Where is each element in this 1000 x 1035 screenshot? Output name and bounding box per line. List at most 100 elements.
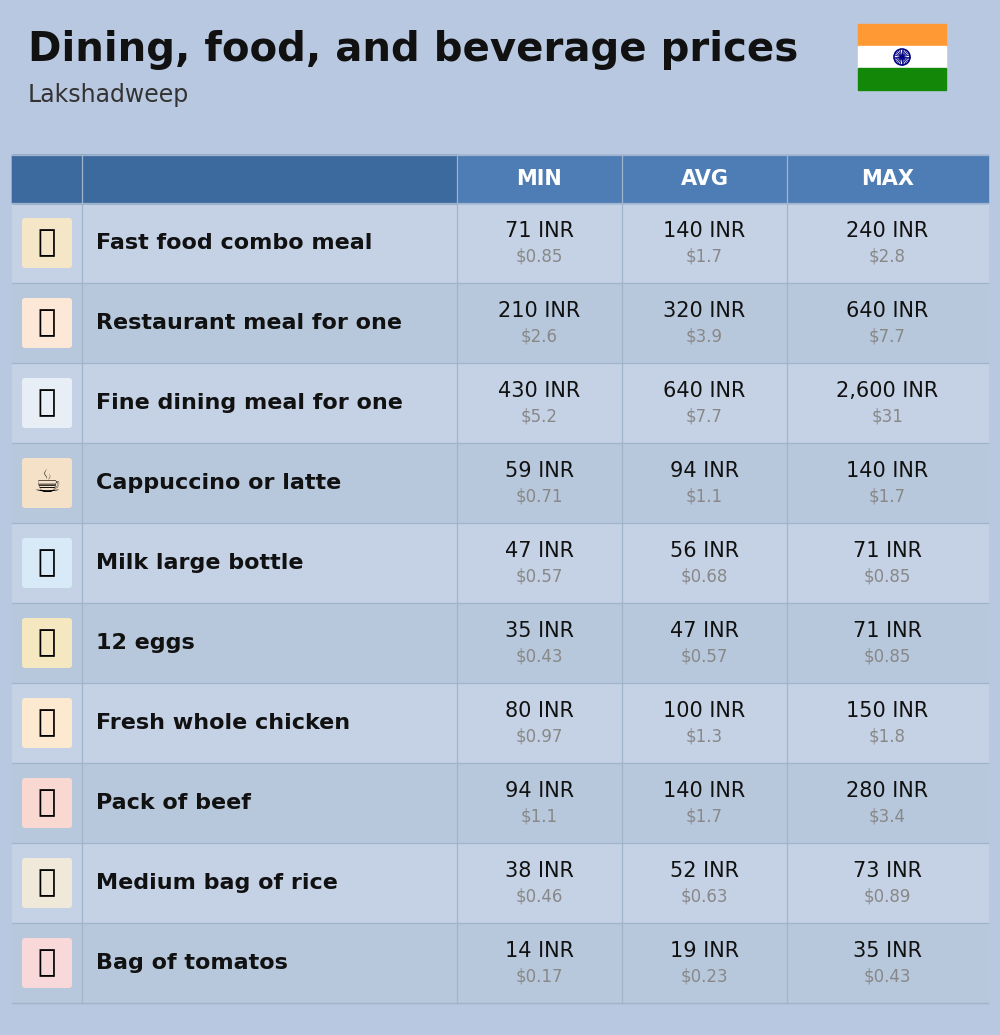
Text: 🍅: 🍅 [38,948,56,977]
Bar [12,283,988,363]
Text: 19 INR: 19 INR [670,941,739,962]
Text: 🥩: 🥩 [38,789,56,818]
Text: ☕: ☕ [33,469,61,498]
Text: 280 INR: 280 INR [846,781,929,801]
Text: $0.43: $0.43 [864,968,911,986]
Text: 640 INR: 640 INR [663,381,746,401]
FancyBboxPatch shape [22,778,72,828]
Text: $0.97: $0.97 [516,728,563,746]
Text: $0.43: $0.43 [516,648,563,666]
Text: 🍔: 🍔 [38,229,56,258]
FancyBboxPatch shape [22,298,72,348]
Text: 140 INR: 140 INR [663,781,746,801]
Text: $0.85: $0.85 [864,648,911,666]
Text: $0.17: $0.17 [516,968,563,986]
Bar [858,24,946,46]
Bar [12,842,988,923]
Text: MIN: MIN [517,169,562,189]
Bar [12,363,988,443]
Text: 47 INR: 47 INR [670,621,739,641]
Text: $1.1: $1.1 [686,487,723,506]
Bar [12,683,988,763]
Text: 12 eggs: 12 eggs [96,633,195,653]
Text: 🍳: 🍳 [38,308,56,337]
Bar [12,155,988,203]
Text: $0.46: $0.46 [516,888,563,906]
Text: $0.89: $0.89 [864,888,911,906]
Text: Cappuccino or latte: Cappuccino or latte [96,473,341,493]
FancyBboxPatch shape [22,858,72,908]
Text: 38 INR: 38 INR [505,861,574,881]
Bar [12,203,988,283]
FancyBboxPatch shape [22,938,72,988]
Text: $31: $31 [872,408,903,426]
Text: 73 INR: 73 INR [853,861,922,881]
Text: $0.71: $0.71 [516,487,563,506]
Text: 2,600 INR: 2,600 INR [836,381,939,401]
FancyBboxPatch shape [22,618,72,668]
Text: 80 INR: 80 INR [505,701,574,721]
Text: 🐔: 🐔 [38,709,56,738]
Text: 94 INR: 94 INR [505,781,574,801]
Text: $1.8: $1.8 [869,728,906,746]
Text: $5.2: $5.2 [521,408,558,426]
Text: Fresh whole chicken: Fresh whole chicken [96,713,350,733]
FancyBboxPatch shape [22,378,72,428]
Bar [12,443,988,523]
Text: $3.9: $3.9 [686,328,723,346]
Bar [12,923,988,1003]
Text: $0.85: $0.85 [516,248,563,266]
Text: Fast food combo meal: Fast food combo meal [96,233,372,253]
Text: 35 INR: 35 INR [853,941,922,962]
Text: AVG: AVG [680,169,728,189]
Text: $2.8: $2.8 [869,248,906,266]
Text: $0.23: $0.23 [681,968,728,986]
Text: 430 INR: 430 INR [498,381,581,401]
Text: 🥛: 🥛 [38,549,56,578]
Text: 35 INR: 35 INR [505,621,574,641]
Text: $0.63: $0.63 [681,888,728,906]
Text: 🍚: 🍚 [38,868,56,897]
Bar [12,523,988,603]
Text: $1.7: $1.7 [869,487,906,506]
Text: Fine dining meal for one: Fine dining meal for one [96,393,403,413]
Text: $2.6: $2.6 [521,328,558,346]
Text: Restaurant meal for one: Restaurant meal for one [96,313,402,333]
Text: 14 INR: 14 INR [505,941,574,962]
Text: 140 INR: 140 INR [663,221,746,241]
Text: Milk large bottle: Milk large bottle [96,553,304,573]
FancyBboxPatch shape [22,698,72,748]
Text: 47 INR: 47 INR [505,541,574,561]
Text: $0.57: $0.57 [516,568,563,586]
Text: Dining, food, and beverage prices: Dining, food, and beverage prices [28,30,798,70]
Circle shape [901,56,903,58]
Text: $7.7: $7.7 [686,408,723,426]
Text: $1.7: $1.7 [686,248,723,266]
Text: 640 INR: 640 INR [846,301,929,321]
Text: $0.57: $0.57 [681,648,728,666]
Text: $0.85: $0.85 [864,568,911,586]
Text: 210 INR: 210 INR [498,301,581,321]
FancyBboxPatch shape [22,218,72,268]
Bar [858,46,946,68]
Text: Pack of beef: Pack of beef [96,793,251,814]
Text: $1.7: $1.7 [686,808,723,826]
Text: 100 INR: 100 INR [663,701,746,721]
Text: 56 INR: 56 INR [670,541,739,561]
Text: MAX: MAX [861,169,914,189]
Text: 140 INR: 140 INR [846,461,929,481]
FancyBboxPatch shape [22,459,72,508]
Text: 🥚: 🥚 [38,628,56,657]
Text: 71 INR: 71 INR [853,621,922,641]
Text: 94 INR: 94 INR [670,461,739,481]
Text: 150 INR: 150 INR [846,701,929,721]
Text: Medium bag of rice: Medium bag of rice [96,873,338,893]
Text: 52 INR: 52 INR [670,861,739,881]
Bar [12,603,988,683]
Text: $1.3: $1.3 [686,728,723,746]
Bar [858,68,946,90]
FancyBboxPatch shape [22,538,72,588]
Text: $7.7: $7.7 [869,328,906,346]
Bar [12,763,988,842]
Text: $3.4: $3.4 [869,808,906,826]
